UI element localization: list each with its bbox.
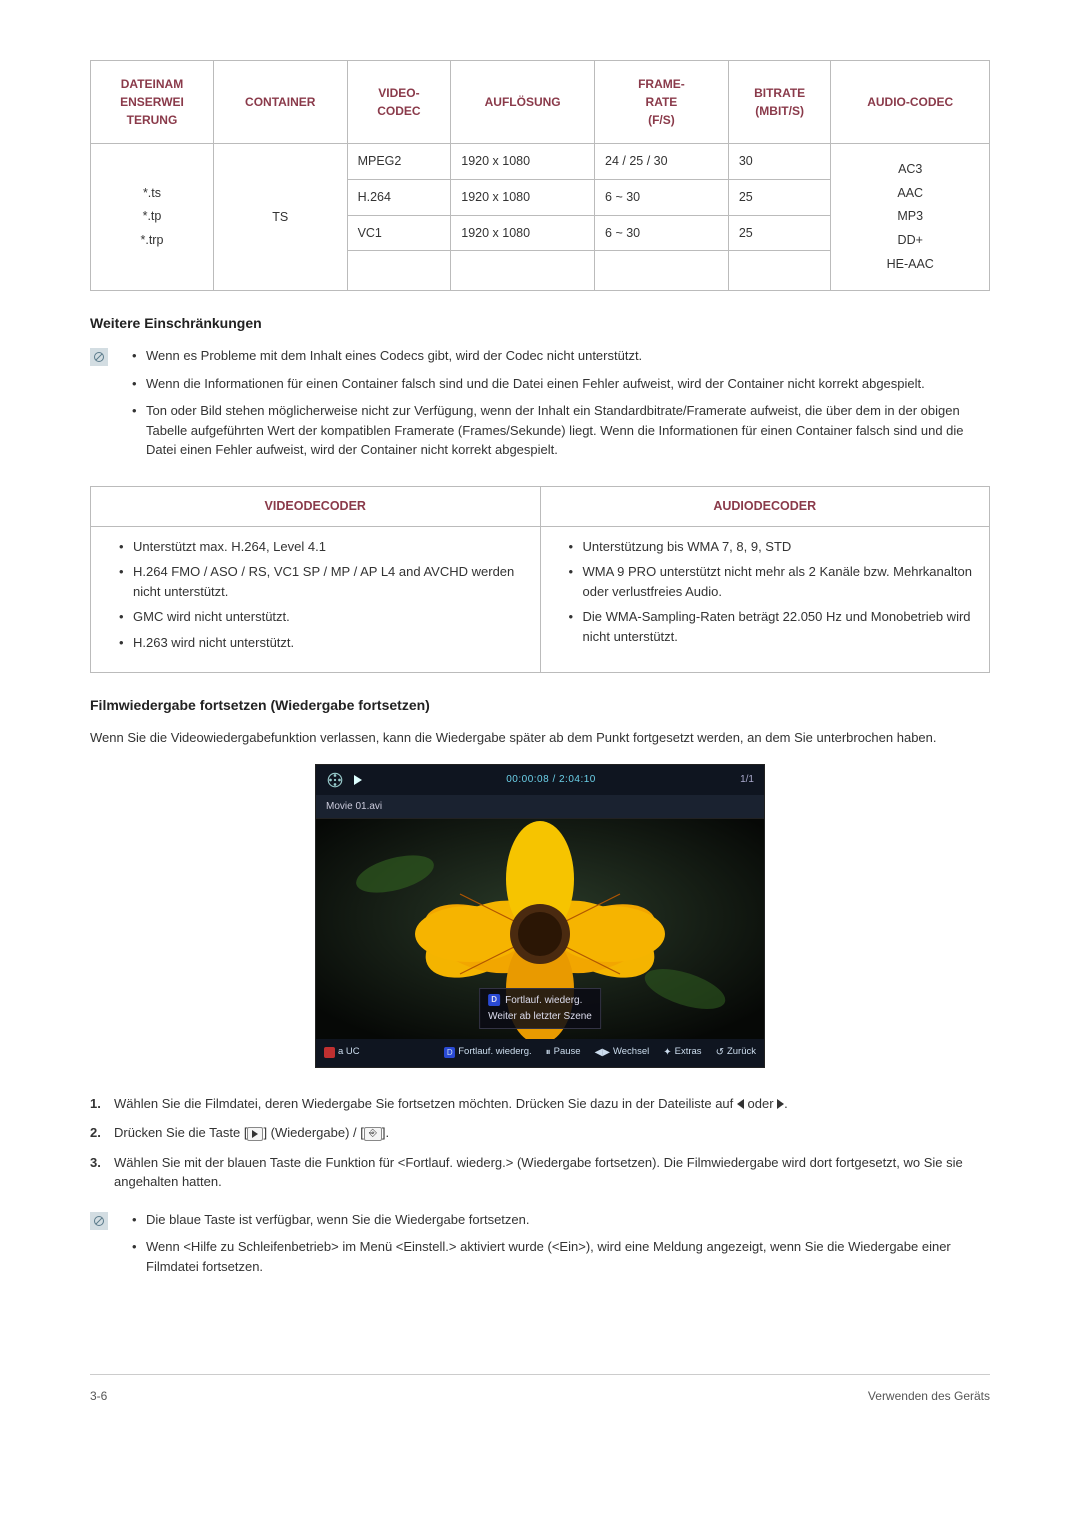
- resume-notes: Die blaue Taste ist verfügbar, wenn Sie …: [90, 1210, 990, 1285]
- cell-res: 1920 x 1080: [451, 179, 595, 215]
- col-bitrate: BITRATE(MBIT/S): [728, 61, 831, 144]
- player-time: 00:00:08 / 2:04:10: [372, 772, 730, 787]
- bottom-left-label: a UC: [338, 1045, 360, 1059]
- cell-res: 1920 x 1080: [451, 215, 595, 251]
- player-filename: Movie 01.avi: [316, 795, 764, 819]
- step-2: Drücken Sie die Taste [] (Wiedergabe) / …: [90, 1123, 990, 1143]
- col-container: CONTAINER: [213, 61, 347, 144]
- restrictions-note: Wenn es Probleme mit dem Inhalt eines Co…: [90, 346, 990, 468]
- player-bottom-bar: a UC DFortlauf. wiederg. ⏸Pause ◀▶Wechse…: [316, 1039, 764, 1067]
- col-audio-codec: AUDIO-CODEC: [831, 61, 990, 144]
- cell-audio-codecs: AC3AACMP3DD+HE-AAC: [831, 144, 990, 291]
- cell-empty: [347, 251, 451, 291]
- cell-empty: [451, 251, 595, 291]
- section-title: Verwenden des Geräts: [868, 1387, 990, 1405]
- video-decoder-item: H.264 FMO / ASO / RS, VC1 SP / MP / AP L…: [119, 562, 526, 601]
- note-icon: [90, 348, 108, 366]
- note-icon: [90, 1212, 108, 1230]
- cell-frate: 24 / 25 / 30: [595, 144, 729, 180]
- film-reel-icon: [326, 771, 344, 789]
- popup-title: Fortlauf. wiederg.: [505, 993, 582, 1008]
- audio-decoder-item: Die WMA-Sampling-Raten beträgt 22.050 Hz…: [569, 607, 976, 646]
- steps-list: Wählen Sie die Filmdatei, deren Wiederga…: [90, 1094, 990, 1192]
- play-icon[interactable]: [354, 775, 362, 785]
- resume-button[interactable]: DFortlauf. wiederg.: [444, 1045, 531, 1059]
- col-extension: DATEINAMENSERWEITERUNG: [91, 61, 214, 144]
- codec-table: DATEINAMENSERWEITERUNG CONTAINER VIDEO-C…: [90, 60, 990, 291]
- cell-empty: [728, 251, 831, 291]
- player-counter: 1/1: [740, 772, 754, 787]
- video-decoder-item: GMC wird nicht unterstützt.: [119, 607, 526, 627]
- video-decoder-header: VIDEODECODER: [91, 486, 541, 526]
- cell-vcodec: H.264: [347, 179, 451, 215]
- media-player: 00:00:08 / 2:04:10 1/1 Movie 01.avi: [315, 764, 765, 1068]
- col-framerate: FRAME-RATE(F/S): [595, 61, 729, 144]
- cell-vcodec: VC1: [347, 215, 451, 251]
- video-decoder-item: Unterstützt max. H.264, Level 4.1: [119, 537, 526, 557]
- cell-container: TS: [213, 144, 347, 291]
- restrictions-heading: Weitere Einschränkungen: [90, 313, 990, 334]
- video-decoder-item: H.263 wird nicht unterstützt.: [119, 633, 526, 653]
- resume-heading: Filmwiedergabe fortsetzen (Wiedergabe fo…: [90, 695, 990, 716]
- cell-brate: 25: [728, 215, 831, 251]
- cell-brate: 30: [728, 144, 831, 180]
- left-arrow-icon: [737, 1099, 744, 1109]
- audio-decoder-item: WMA 9 PRO unterstützt nicht mehr als 2 K…: [569, 562, 976, 601]
- extras-button[interactable]: ✦Extras: [663, 1045, 701, 1060]
- switch-button[interactable]: ◀▶Wechsel: [595, 1045, 650, 1060]
- resume-intro: Wenn Sie die Videowiedergabefunktion ver…: [90, 728, 990, 748]
- back-button[interactable]: ↺Zurück: [716, 1045, 756, 1060]
- page-footer: 3-6 Verwenden des Geräts: [90, 1374, 990, 1405]
- audio-decoder-header: AUDIODECODER: [540, 486, 990, 526]
- cell-empty: [595, 251, 729, 291]
- page-number: 3-6: [90, 1387, 107, 1405]
- cell-res: 1920 x 1080: [451, 144, 595, 180]
- cell-vcodec: MPEG2: [347, 144, 451, 180]
- restriction-item: Wenn die Informationen für einen Contain…: [132, 374, 990, 394]
- note-item: Wenn <Hilfe zu Schleifenbetrieb> im Menü…: [132, 1237, 990, 1276]
- resume-popup: D Fortlauf. wiederg. Weiter ab letzter S…: [479, 988, 601, 1029]
- col-resolution: AUFLÖSUNG: [451, 61, 595, 144]
- decoder-table: VIDEODECODER AUDIODECODER Unterstützt ma…: [90, 486, 990, 673]
- cell-frate: 6 ~ 30: [595, 215, 729, 251]
- blue-key-icon: D: [488, 994, 500, 1006]
- restriction-item: Ton oder Bild stehen möglicherweise nich…: [132, 401, 990, 460]
- step-1: Wählen Sie die Filmdatei, deren Wiederga…: [90, 1094, 990, 1114]
- player-top-bar: 00:00:08 / 2:04:10 1/1: [316, 765, 764, 795]
- enter-key-icon: ⎆: [364, 1127, 382, 1141]
- step-3: Wählen Sie mit der blauen Taste die Funk…: [90, 1153, 990, 1192]
- pause-button[interactable]: ⏸Pause: [546, 1045, 581, 1060]
- cell-extensions: *.ts*.tp*.trp: [91, 144, 214, 291]
- player-video-area: D Fortlauf. wiederg. Weiter ab letzter S…: [316, 819, 764, 1039]
- cell-brate: 25: [728, 179, 831, 215]
- note-item: Die blaue Taste ist verfügbar, wenn Sie …: [132, 1210, 990, 1230]
- play-key-icon: [247, 1127, 263, 1141]
- audio-decoder-item: Unterstützung bis WMA 7, 8, 9, STD: [569, 537, 976, 557]
- cell-frate: 6 ~ 30: [595, 179, 729, 215]
- restriction-item: Wenn es Probleme mit dem Inhalt eines Co…: [132, 346, 990, 366]
- popup-subtitle: Weiter ab letzter Szene: [488, 1009, 592, 1024]
- red-key-icon: [324, 1047, 335, 1058]
- col-video-codec: VIDEO-CODEC: [347, 61, 451, 144]
